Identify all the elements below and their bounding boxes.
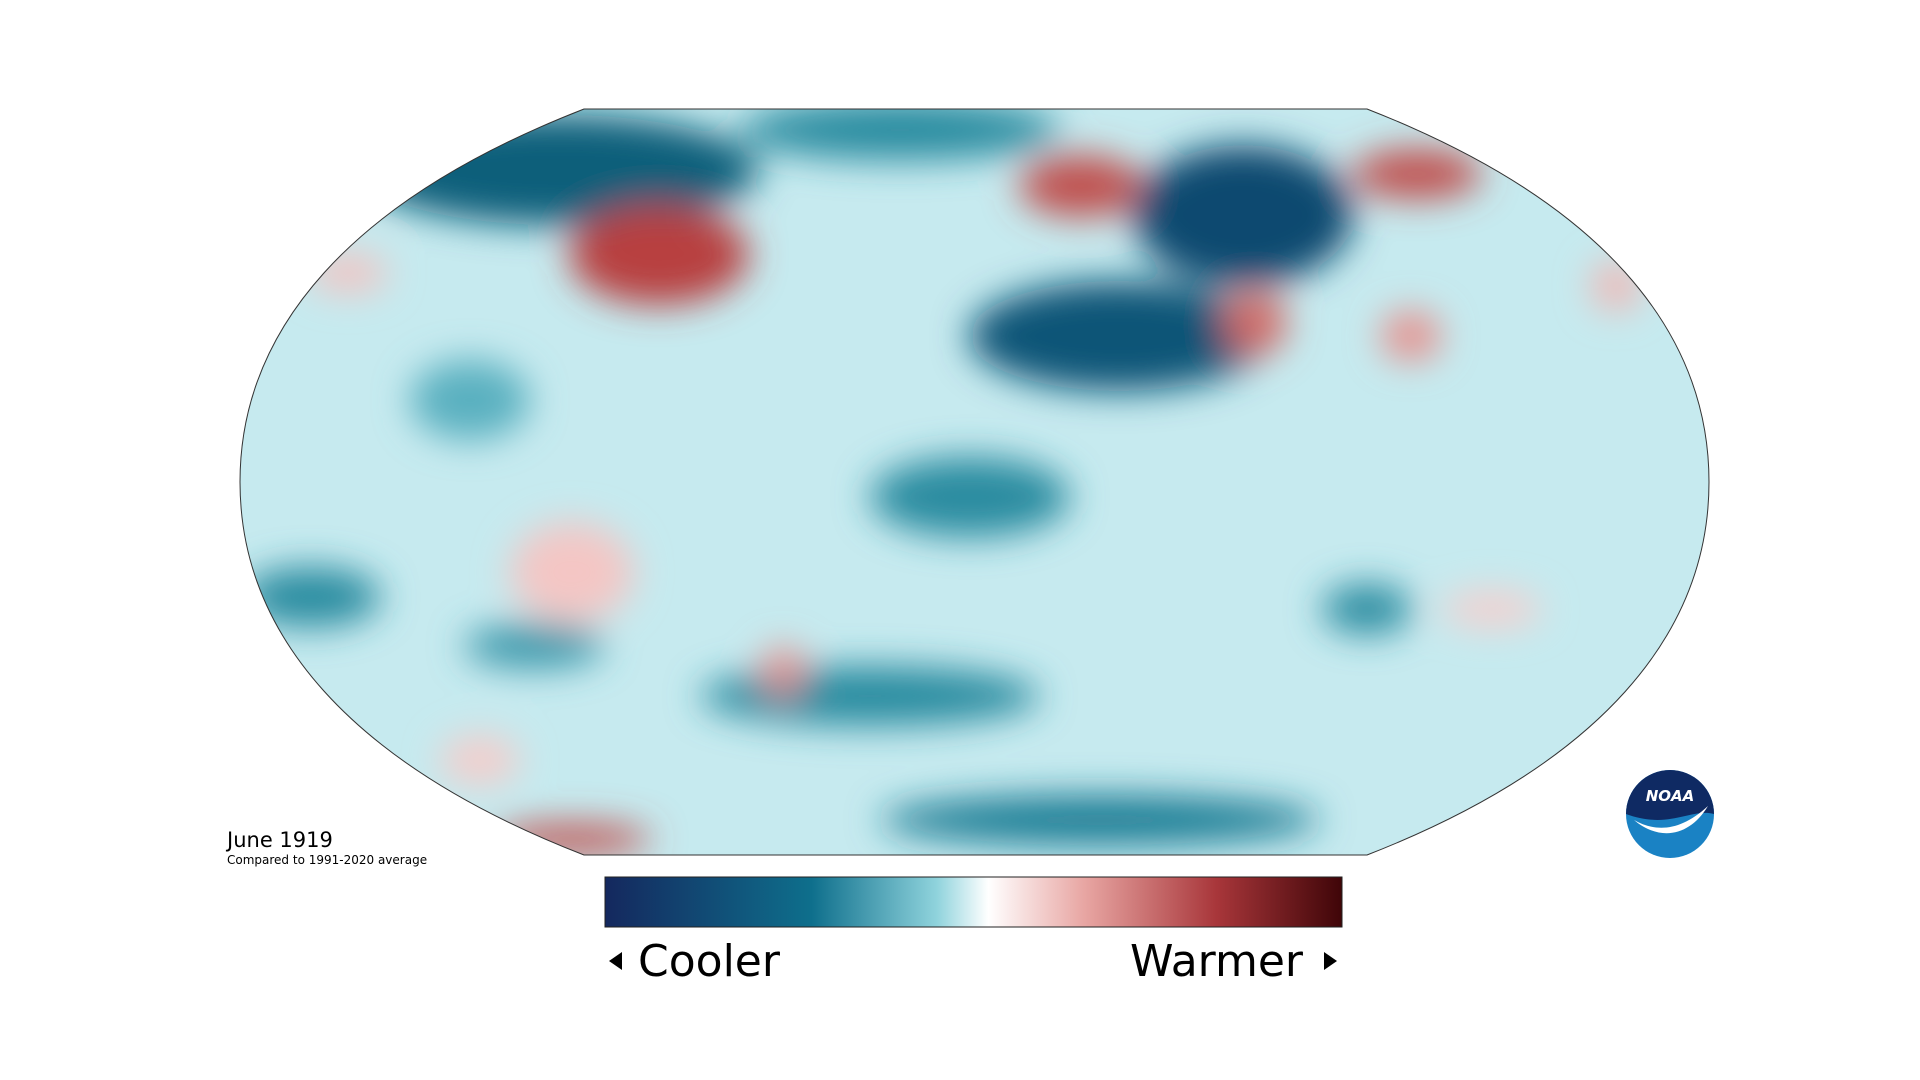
map-outline	[239, 108, 1710, 856]
map-subtitle: Compared to 1991-2020 average	[227, 853, 427, 867]
legend-high: Warmer	[1130, 936, 1304, 987]
color-scale	[604, 876, 1343, 928]
anomaly-map	[240, 109, 1709, 855]
warmer-arrow	[1324, 952, 1337, 970]
map-date: June 1919	[225, 828, 333, 852]
logo-text: NOAA	[1646, 787, 1695, 805]
legend-low: Cooler	[638, 936, 781, 987]
noaa-logo: NOAA	[1626, 770, 1714, 858]
cooler-arrow	[609, 952, 622, 970]
